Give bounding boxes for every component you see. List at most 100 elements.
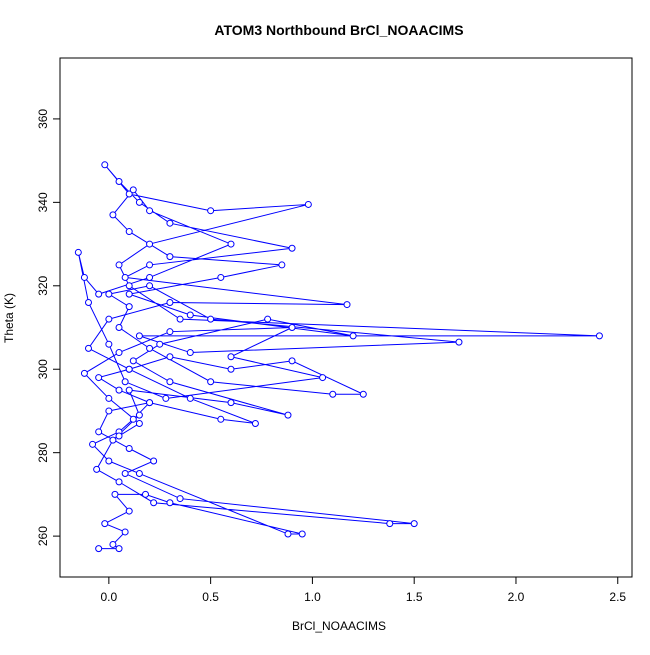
data-point: [166, 328, 174, 336]
data-point: [349, 332, 357, 340]
data-point: [135, 332, 143, 340]
data-point: [135, 198, 143, 206]
data-point: [105, 457, 113, 465]
data-point: [135, 411, 143, 419]
data-point: [166, 298, 174, 306]
data-point: [125, 290, 133, 298]
data-point: [166, 499, 174, 507]
data-point: [162, 394, 170, 402]
data-point: [121, 273, 129, 281]
data-point: [150, 457, 158, 465]
x-axis-label: BrCl_NOAACIMS: [292, 619, 386, 633]
data-point: [125, 507, 133, 515]
y-tick-label: 320: [36, 275, 50, 295]
data-point: [166, 219, 174, 227]
data-point: [80, 273, 88, 281]
data-point: [251, 419, 259, 427]
data-point: [125, 282, 133, 290]
data-point: [146, 344, 154, 352]
data-point: [146, 207, 154, 215]
data-point: [278, 261, 286, 269]
data-point: [115, 324, 123, 332]
data-point: [284, 530, 292, 538]
data-point: [207, 207, 215, 215]
data-point: [166, 353, 174, 361]
data-point: [105, 407, 113, 415]
data-point: [455, 338, 463, 346]
data-point: [125, 303, 133, 311]
data-point: [121, 528, 129, 536]
data-point: [101, 161, 109, 169]
data-point: [176, 495, 184, 503]
data-point: [176, 315, 184, 323]
data-point: [129, 186, 137, 194]
data-point: [264, 315, 272, 323]
data-point: [80, 369, 88, 377]
data-point: [217, 273, 225, 281]
x-tick-label: 1.0: [304, 590, 321, 604]
data-point: [84, 344, 92, 352]
data-point: [304, 200, 312, 208]
data-point: [115, 261, 123, 269]
y-tick-label: 260: [36, 526, 50, 546]
data-point: [125, 190, 133, 198]
data-point: [89, 440, 97, 448]
data-point: [111, 490, 119, 498]
data-point: [125, 228, 133, 236]
data-point: [595, 332, 603, 340]
data-point: [156, 340, 164, 348]
data-point: [288, 357, 296, 365]
data-point: [146, 240, 154, 248]
data-point: [141, 490, 149, 498]
y-tick-label: 360: [36, 109, 50, 129]
data-point: [166, 378, 174, 386]
data-point: [129, 357, 137, 365]
data-point: [125, 386, 133, 394]
data-point: [186, 394, 194, 402]
plot-box: [59, 57, 633, 578]
data-point: [115, 386, 123, 394]
data-point: [146, 282, 154, 290]
data-point: [386, 520, 394, 528]
data-point: [217, 415, 225, 423]
data-point: [227, 365, 235, 373]
data-point: [95, 545, 103, 553]
data-point: [95, 428, 103, 436]
data-point: [115, 177, 123, 185]
data-point: [284, 411, 292, 419]
data-point: [121, 470, 129, 478]
data-point: [109, 211, 117, 219]
x-tick-label: 1.5: [406, 590, 423, 604]
data-line: [77, 164, 600, 550]
data-point: [288, 244, 296, 252]
data-point: [115, 432, 123, 440]
data-point: [129, 415, 137, 423]
x-tick-label: 0.5: [202, 590, 219, 604]
data-point: [125, 445, 133, 453]
data-point: [109, 540, 117, 548]
data-point: [146, 273, 154, 281]
data-point: [186, 349, 194, 357]
data-point: [125, 365, 133, 373]
chart-title: ATOM3 Northbound BrCl_NOAACIMS: [214, 22, 463, 38]
data-point: [95, 374, 103, 382]
data-point: [166, 253, 174, 261]
data-point: [105, 315, 113, 323]
data-point: [115, 349, 123, 357]
data-point: [207, 315, 215, 323]
data-point: [150, 499, 158, 507]
x-tick-label: 0.0: [101, 590, 118, 604]
data-point: [288, 324, 296, 332]
data-point: [93, 465, 101, 473]
y-tick-label: 340: [36, 192, 50, 212]
data-point: [115, 545, 123, 553]
data-point: [319, 374, 327, 382]
data-point: [115, 478, 123, 486]
data-point: [227, 353, 235, 361]
data-point: [105, 290, 113, 298]
data-point: [227, 399, 235, 407]
data-point: [146, 399, 154, 407]
data-point: [186, 311, 194, 319]
